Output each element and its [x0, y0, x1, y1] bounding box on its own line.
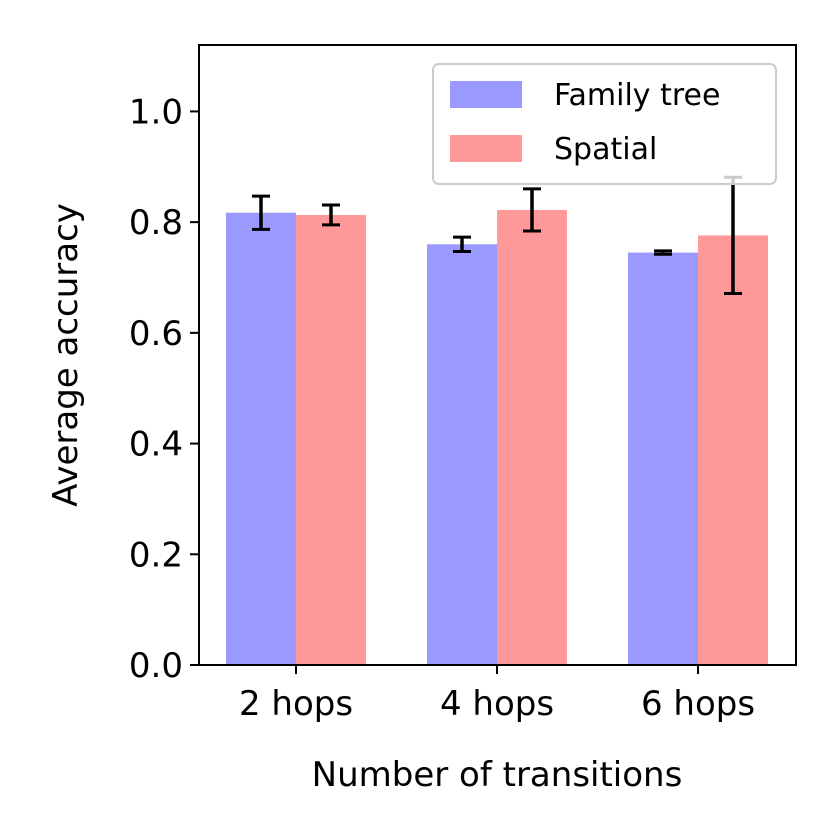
- y-tick-label-2: 0.4: [129, 425, 183, 465]
- y-tick-label-4: 0.8: [129, 203, 183, 243]
- bar-family-tree-2: [628, 252, 698, 665]
- error-bar-family-tree-1: [453, 235, 471, 253]
- y-tick-label-1: 0.2: [129, 535, 183, 575]
- legend-swatch-family-tree: [450, 81, 522, 108]
- x-tick-label-0: 2 hops: [239, 684, 353, 724]
- error-bar-spatial-0: [322, 203, 340, 227]
- legend-label-spatial: Spatial: [554, 132, 657, 167]
- bar-family-tree-0: [226, 212, 296, 665]
- legend-label-family-tree: Family tree: [554, 78, 720, 113]
- error-bar-family-tree-0: [252, 194, 270, 231]
- error-bars-layer: [252, 175, 742, 296]
- error-bar-family-tree-2: [654, 249, 672, 256]
- error-bar-spatial-1: [523, 187, 541, 233]
- bars-layer: [226, 209, 768, 666]
- legend-swatch-spatial: [450, 135, 522, 162]
- y-tick-label-0: 0.0: [129, 646, 183, 686]
- axes-layer: 2 hops 4 hops 6 hops 0.0 0.2 0.4 0.6 0.8 1.0: [129, 44, 797, 724]
- bar-spatial-1: [497, 209, 567, 665]
- x-axis-label: Number of transitions: [312, 755, 683, 795]
- y-tick-label-5: 1.0: [129, 92, 183, 132]
- plot-frame: [198, 44, 797, 666]
- x-tick-label-1: 4 hops: [440, 684, 554, 724]
- y-axis-label: Average accuracy: [46, 203, 86, 507]
- bar-family-tree-1: [427, 244, 497, 666]
- bar-spatial-2: [698, 235, 768, 665]
- y-tick-label-3: 0.6: [129, 314, 183, 354]
- x-tick-label-2: 6 hops: [641, 684, 755, 724]
- bar-spatial-0: [296, 214, 366, 666]
- legend: Family tree Spatial: [432, 63, 777, 185]
